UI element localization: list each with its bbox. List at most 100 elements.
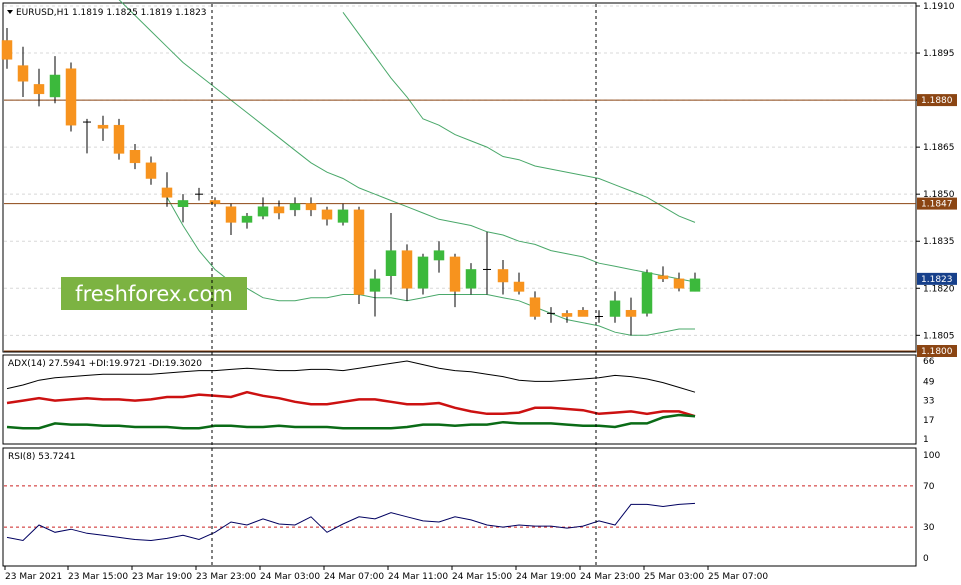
adx-line — [6, 360, 696, 393]
candle-body — [657, 275, 669, 280]
bollinger-bands — [118, 0, 696, 336]
price-panel: freshforex.com EURUSD,H1 1.1819 1.1825 1… — [1, 0, 917, 353]
adx-tick-label: 17 — [923, 416, 934, 426]
candle-body — [673, 278, 685, 289]
freshforex-logo: freshforex.com — [61, 277, 247, 310]
candle-body — [561, 313, 573, 317]
time-tick-label: 24 Mar 23:00 — [580, 572, 640, 582]
candle-body — [689, 278, 701, 292]
candle-body — [1, 40, 13, 60]
candle-body — [177, 200, 189, 207]
current-price-tag — [917, 272, 957, 285]
caret-down-icon[interactable] — [7, 10, 13, 14]
adx-tick-label: 66 — [923, 357, 935, 367]
time-tick-label: 24 Mar 15:00 — [452, 572, 512, 582]
price-tick-label: 1.1850 — [923, 190, 955, 200]
axes: 1.1910 1.1895 1.1880 1.1865 1.1850 1.1835 1.18… — [4, 2, 957, 582]
time-tick-label: 23 Mar 15:00 — [68, 572, 128, 582]
candle-body — [113, 124, 125, 154]
candle-body — [49, 74, 61, 98]
candle-body — [401, 250, 413, 289]
time-tick-label: 24 Mar 03:00 — [260, 572, 320, 582]
candle-body — [513, 281, 525, 292]
candle-body — [145, 162, 157, 179]
rsi-panel-frame — [2, 447, 917, 567]
bollinger-middle-line — [118, 0, 696, 283]
rsi-info-label: RSI(8) 53.7241 — [8, 452, 75, 462]
price-level-tag-label: 1.1800 — [921, 347, 953, 357]
candle-body — [97, 124, 109, 129]
adx-tick-label: 49 — [923, 377, 935, 387]
candle-body — [17, 65, 29, 82]
price-level-tag — [917, 345, 957, 357]
time-tick-label: 24 Mar 19:00 — [516, 572, 576, 582]
symbol-info-label: EURUSD,H1 1.1819 1.1825 1.1819 1.1823 — [16, 8, 207, 18]
candle-body — [465, 269, 477, 289]
candle-body — [353, 209, 365, 295]
price-tick-label: 1.1820 — [923, 284, 955, 294]
price-level-tag-label: 1.1880 — [921, 96, 953, 106]
candle-body — [609, 300, 621, 317]
rsi-tick-label: 100 — [923, 451, 940, 461]
adx-tick-label: 1 — [923, 435, 929, 445]
price-level-tag — [917, 197, 957, 210]
horizontal-levels — [4, 99, 916, 352]
price-tick-label: 1.1835 — [923, 237, 955, 247]
candle-body — [257, 206, 269, 217]
candle-body — [241, 215, 253, 223]
time-tick-label: 23 Mar 2021 — [5, 572, 62, 582]
time-tick-label: 25 Mar 03:00 — [644, 572, 704, 582]
symbol-header: EURUSD,H1 1.1819 1.1825 1.1819 1.1823 — [7, 8, 207, 18]
price-tick-label: 1.1805 — [923, 331, 955, 341]
adx-info-label: ADX(14) 27.5941 +DI:19.9721 -DI:19.3020 — [8, 359, 202, 369]
candle-body — [529, 297, 541, 317]
price-level-tag-label: 1.1847 — [921, 200, 953, 210]
candle-body — [289, 203, 301, 211]
candle-body — [305, 203, 317, 211]
candle-body — [161, 187, 173, 198]
candle-body — [65, 68, 77, 126]
bollinger-lower-line — [166, 197, 695, 336]
rsi-lines — [4, 485, 916, 542]
candle-body — [433, 250, 445, 261]
price-tick-label: 1.1865 — [923, 143, 955, 153]
minus-di-line — [6, 390, 696, 418]
candle-body — [209, 200, 221, 204]
adx-tick-label: 33 — [923, 397, 934, 407]
time-tick-label: 23 Mar 23:00 — [196, 572, 256, 582]
time-tick-label: 23 Mar 19:00 — [132, 572, 192, 582]
candle-body — [625, 309, 637, 317]
price-level-tag — [917, 94, 957, 107]
rsi-tick-label: 0 — [923, 554, 929, 564]
candle-body — [337, 209, 349, 223]
rsi-line — [6, 502, 696, 542]
candles — [1, 27, 701, 336]
adx-panel: ADX(14) 27.5941 +DI:19.9721 -DI:19.3020 — [2, 354, 917, 445]
rsi-panel: RSI(8) 53.7241 — [2, 447, 917, 567]
candle-body — [369, 278, 381, 292]
candle-body — [225, 206, 237, 223]
candle-body — [641, 272, 653, 314]
bollinger-upper-line — [342, 12, 696, 223]
candle-body — [273, 206, 285, 214]
candle-body — [385, 250, 397, 276]
plus-di-line — [6, 413, 696, 430]
candle-body — [33, 84, 45, 95]
logo-background — [61, 277, 247, 310]
time-tick-label: 24 Mar 11:00 — [388, 572, 448, 582]
rsi-tick-label: 30 — [923, 523, 935, 533]
candle-body — [497, 269, 509, 283]
rsi-tick-label: 70 — [923, 482, 935, 492]
candle-body — [417, 256, 429, 289]
logo-text: freshforex.com — [75, 282, 233, 306]
price-tick-label: 1.1910 — [923, 2, 955, 12]
candle-body — [129, 150, 141, 164]
candle-body — [321, 209, 333, 220]
time-tick-label: 25 Mar 07:00 — [708, 572, 768, 582]
time-tick-label: 24 Mar 07:00 — [324, 572, 384, 582]
candle-body — [577, 309, 589, 317]
adx-lines — [6, 360, 696, 430]
candle-body — [449, 256, 461, 292]
price-tick-label: 1.1895 — [923, 49, 955, 59]
